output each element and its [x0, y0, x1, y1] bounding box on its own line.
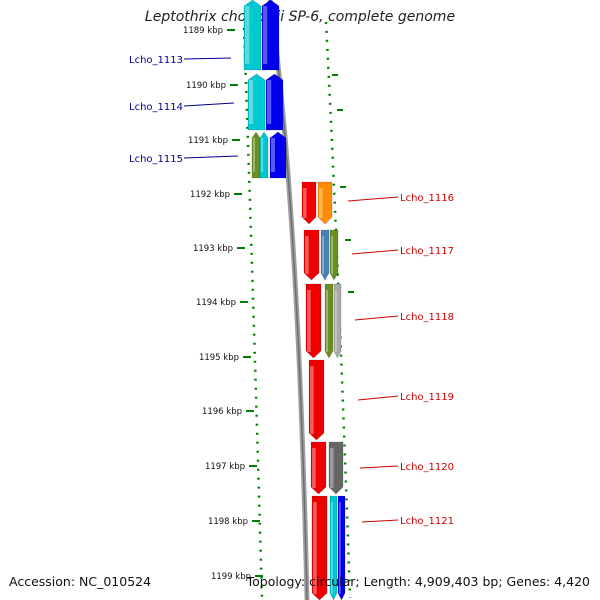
- gene-feature-right[interactable]: [337, 495, 346, 600]
- gene-label-right[interactable]: Lcho_1121: [400, 516, 454, 527]
- ruler-tick-label: 1189 kbp: [183, 26, 223, 36]
- gene-feature-right[interactable]: [303, 229, 320, 281]
- ruler-tick-label: 1192 kbp: [190, 190, 230, 200]
- gene-feature-right-shine: [312, 448, 316, 488]
- gene-feature-left-shine: [261, 138, 263, 172]
- gene-label-leader: [351, 249, 399, 255]
- gene-feature-right[interactable]: [320, 229, 330, 281]
- accession-text: Accession: NC_010524: [9, 574, 152, 589]
- gene-label-leader: [361, 519, 399, 523]
- gene-label-leader: [347, 196, 399, 202]
- gene-label-leader: [183, 102, 235, 107]
- gene-label-left[interactable]: Lcho_1114: [129, 102, 183, 113]
- gene-feature-right-shine: [310, 366, 314, 434]
- ruler-tick-label: 1190 kbp: [186, 81, 226, 91]
- gene-feature-left-shine: [253, 138, 255, 172]
- ruler-tick-label: 1196 kbp: [202, 407, 242, 417]
- gene-feature-right-shine: [326, 290, 328, 352]
- gene-label-leader: [359, 465, 399, 469]
- gene-label-right[interactable]: Lcho_1120: [400, 462, 454, 473]
- gene-label-leader: [183, 57, 232, 60]
- gene-label-leader: [357, 395, 399, 401]
- map-title: Leptothrix cholodnii SP-6, complete geno…: [144, 9, 456, 25]
- ruler-tick-label: 1194 kbp: [196, 298, 236, 308]
- gene-feature-left[interactable]: [243, 0, 262, 71]
- gene-feature-right-shine: [307, 290, 311, 352]
- ruler-tick-label: 1195 kbp: [199, 353, 239, 363]
- gene-feature-right-shine: [335, 290, 337, 352]
- ruler-tick-label: 1191 kbp: [188, 136, 228, 146]
- gene-label-leader: [183, 155, 239, 159]
- ruler-tick-label: 1197 kbp: [205, 462, 245, 472]
- gene-feature-left-shine: [267, 80, 272, 124]
- gene-feature-left-shine: [245, 6, 250, 64]
- gene-feature-left-shine: [271, 138, 275, 172]
- gene-feature-right-shine: [305, 236, 309, 274]
- gene-feature-right[interactable]: [329, 229, 339, 281]
- ruler-tick-label: 1199 kbp: [211, 572, 251, 582]
- gene-feature-right-shine: [339, 502, 341, 594]
- gene-label-right[interactable]: Lcho_1119: [400, 392, 454, 403]
- gene-feature-right[interactable]: [324, 283, 334, 359]
- gene-feature-right[interactable]: [329, 495, 338, 600]
- gene-feature-right[interactable]: [311, 495, 328, 600]
- gene-feature-right-shine: [319, 188, 323, 218]
- gene-label-right[interactable]: Lcho_1117: [400, 246, 454, 257]
- gene-feature-right-shine: [303, 188, 307, 218]
- gene-feature-right[interactable]: [308, 359, 325, 441]
- gene-feature-right-shine: [313, 502, 317, 594]
- gene-label-right[interactable]: Lcho_1116: [400, 193, 454, 204]
- gene-feature-right-shine: [331, 236, 333, 274]
- gene-feature-right[interactable]: [328, 441, 344, 495]
- gene-feature-left[interactable]: [269, 131, 287, 179]
- gene-feature-right[interactable]: [305, 283, 322, 359]
- gene-feature-right-shine: [331, 502, 333, 594]
- gene-feature-right-shine: [322, 236, 324, 274]
- left-dotted-track: [242, 27, 264, 599]
- gene-feature-right-shine: [330, 448, 334, 488]
- gene-feature-left-shine: [263, 6, 268, 64]
- gene-feature-left[interactable]: [247, 73, 266, 131]
- gene-feature-right[interactable]: [310, 441, 327, 495]
- gene-feature-right[interactable]: [301, 181, 317, 225]
- gene-feature-left-shine: [249, 80, 254, 124]
- gene-label-left[interactable]: Lcho_1115: [129, 154, 183, 165]
- gene-feature-left[interactable]: [261, 0, 280, 71]
- gene-label-right[interactable]: Lcho_1118: [400, 312, 454, 323]
- genome-summary-text: Topology: circular; Length: 4,909,403 bp…: [246, 574, 590, 589]
- gene-feature-left[interactable]: [259, 131, 269, 179]
- gene-label-leader: [354, 315, 399, 321]
- ruler-tick-label: 1193 kbp: [193, 244, 233, 254]
- gene-feature-right[interactable]: [317, 181, 333, 225]
- ruler-tick-label: 1198 kbp: [208, 517, 248, 527]
- gene-feature-right[interactable]: [333, 283, 342, 359]
- gene-feature-left[interactable]: [265, 73, 284, 131]
- gene-label-left[interactable]: Lcho_1113: [129, 55, 183, 66]
